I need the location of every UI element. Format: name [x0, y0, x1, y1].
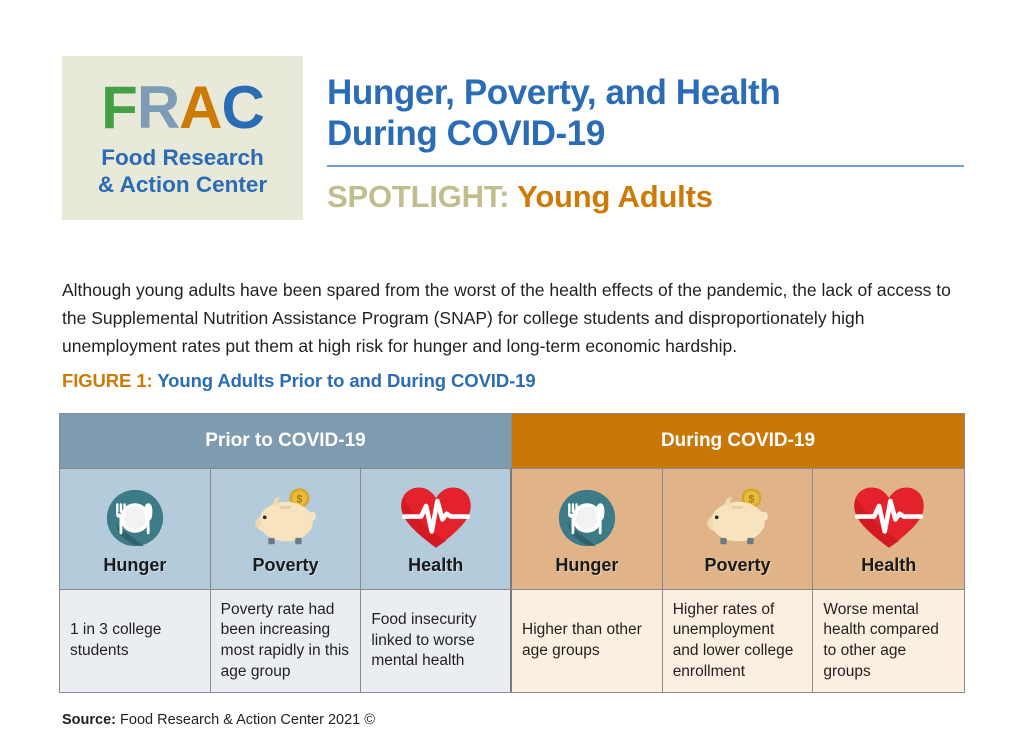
heart-pulse-icon — [397, 479, 475, 557]
icon-cell-prior-hunger: Hunger — [60, 469, 211, 589]
logo-letter-c: C — [221, 73, 265, 141]
page-title-line1: Hunger, Poverty, and Health — [327, 73, 781, 112]
plate-fork-knife-icon — [96, 479, 174, 557]
table-icon-row: Hunger $ — [60, 468, 965, 589]
icon-label-prior-poverty: Poverty — [252, 555, 319, 575]
table-cell-prior-hunger: 1 in 3 college students — [60, 590, 211, 692]
icon-label-prior-hunger: Hunger — [103, 555, 167, 575]
icon-label-during-health: Health — [861, 555, 917, 575]
figure-caption: FIGURE 1: Young Adults Prior to and Duri… — [62, 370, 536, 392]
page-title-line2: During COVID-19 — [327, 114, 605, 154]
frac-logo: FRAC Food Research & Action Center — [62, 56, 303, 220]
figure-title: Young Adults Prior to and During COVID-1… — [157, 370, 536, 391]
table-header-prior: Prior to COVID-19 — [60, 414, 512, 468]
icon-label-during-poverty: Poverty — [704, 555, 771, 575]
figure-label: FIGURE 1: — [62, 370, 153, 391]
table-cell-during-poverty: Higher rates of unemployment and lower c… — [662, 590, 814, 692]
table-cell-during-hunger: Higher than other age groups — [512, 590, 663, 692]
icon-cell-during-poverty: $ Poverty — [662, 469, 814, 589]
logo-letter-a: A — [179, 73, 222, 141]
plate-fork-knife-icon — [548, 479, 626, 557]
spotlight-heading: SPOTLIGHT: Young Adults — [327, 179, 964, 215]
figure-1-table: Prior to COVID-19 During COVID-19 — [59, 413, 965, 693]
logo-subtitle-line2: & Action Center — [97, 172, 268, 197]
page-title: Hunger, Poverty, and Health During COVID… — [327, 72, 964, 155]
svg-text:$: $ — [748, 493, 754, 505]
intro-paragraph: Although young adults have been spared f… — [62, 279, 951, 357]
source-label: Source: — [62, 712, 116, 728]
table-cell-prior-health: Food insecurity linked to worse mental h… — [361, 590, 513, 692]
table-header-during: During COVID-19 — [512, 414, 964, 468]
icon-label-during-hunger: Hunger — [555, 555, 619, 575]
logo-letter-f: F — [101, 73, 138, 141]
logo-subtitle-line1: Food Research — [101, 144, 264, 170]
logo-subtitle: Food Research & Action Center — [98, 144, 267, 199]
document-header: FRAC Food Research & Action Center Hunge… — [62, 56, 964, 222]
piggy-bank-coin-icon: $ — [699, 479, 777, 557]
spotlight-value: Young Adults — [517, 178, 713, 214]
frac-acronym: FRAC — [101, 77, 265, 138]
table-text-row: 1 in 3 college students Poverty rate had… — [60, 589, 965, 692]
title-divider — [327, 164, 964, 167]
icon-cell-prior-poverty: $ Poverty — [210, 469, 362, 589]
table-cell-prior-poverty: Poverty rate had been increasing most ra… — [210, 590, 362, 692]
logo-letter-r: R — [136, 73, 180, 141]
icon-label-prior-health: Health — [408, 555, 464, 575]
icon-cell-during-hunger: Hunger — [512, 469, 663, 589]
heart-pulse-icon — [850, 479, 928, 557]
source-text: Food Research & Action Center 2021 © — [116, 712, 375, 728]
table-cell-during-health: Worse mental health compared to other ag… — [813, 590, 965, 692]
svg-text:$: $ — [296, 493, 302, 505]
title-area: Hunger, Poverty, and Health During COVID… — [327, 72, 964, 215]
piggy-bank-coin-icon: $ — [247, 479, 325, 557]
table-header-row: Prior to COVID-19 During COVID-19 — [60, 414, 964, 468]
icon-cell-prior-health: Health — [361, 469, 513, 589]
source-line: Source: Food Research & Action Center 20… — [62, 712, 375, 728]
spotlight-label: SPOTLIGHT: — [327, 178, 510, 214]
icon-cell-during-health: Health — [813, 469, 965, 589]
